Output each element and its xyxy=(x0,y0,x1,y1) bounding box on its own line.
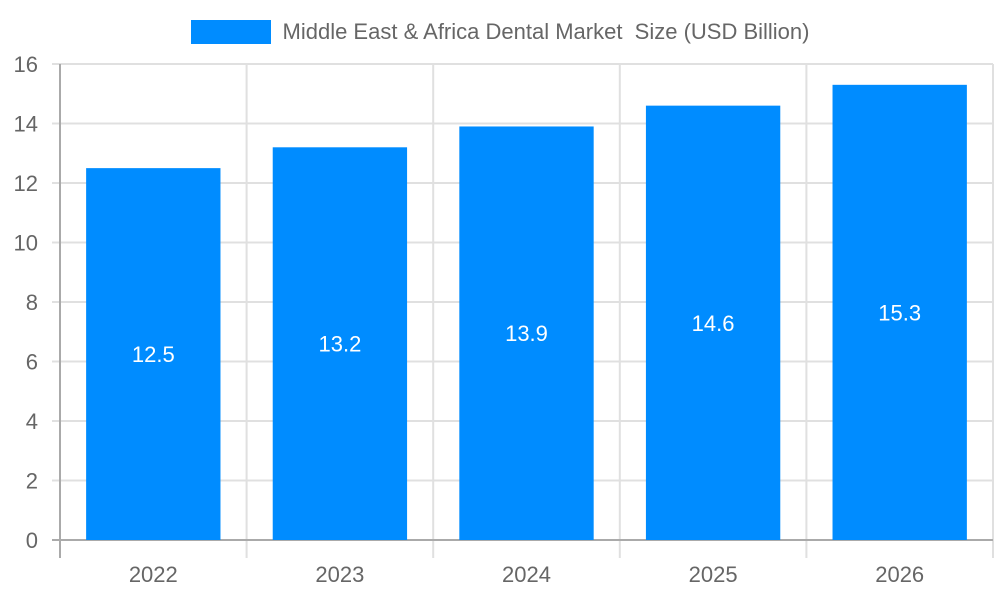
y-tick-label: 0 xyxy=(26,528,38,553)
y-tick-label: 10 xyxy=(14,231,38,256)
bar-2024[interactable] xyxy=(459,126,594,540)
bar-value-label: 12.5 xyxy=(132,342,175,367)
x-tick-label: 2024 xyxy=(502,562,551,587)
y-tick-label: 4 xyxy=(26,409,38,434)
bar-2026[interactable] xyxy=(832,84,967,540)
y-tick-label: 2 xyxy=(26,469,38,494)
bar-value-label: 15.3 xyxy=(878,300,921,325)
chart-legend[interactable]: Middle East & Africa Dental Market Size … xyxy=(0,18,1000,46)
bar-2025[interactable] xyxy=(645,105,781,541)
y-tick-label: 6 xyxy=(26,350,38,375)
bar-value-label: 14.6 xyxy=(692,311,735,336)
y-tick-label: 16 xyxy=(14,52,38,77)
x-tick-label: 2022 xyxy=(129,562,178,587)
y-tick-label: 12 xyxy=(14,171,38,196)
y-tick-label: 14 xyxy=(14,112,38,137)
bar-value-label: 13.9 xyxy=(505,321,548,346)
x-tick-label: 2025 xyxy=(689,562,738,587)
x-tick-label: 2026 xyxy=(875,562,924,587)
bar-2022[interactable] xyxy=(86,168,221,540)
y-tick-label: 8 xyxy=(26,290,38,315)
legend-swatch xyxy=(190,20,271,44)
bar-value-label: 13.2 xyxy=(318,332,361,357)
bar-2023[interactable] xyxy=(272,147,408,541)
x-tick-label: 2023 xyxy=(315,562,364,587)
legend-label: Middle East & Africa Dental Market Size … xyxy=(282,19,810,44)
